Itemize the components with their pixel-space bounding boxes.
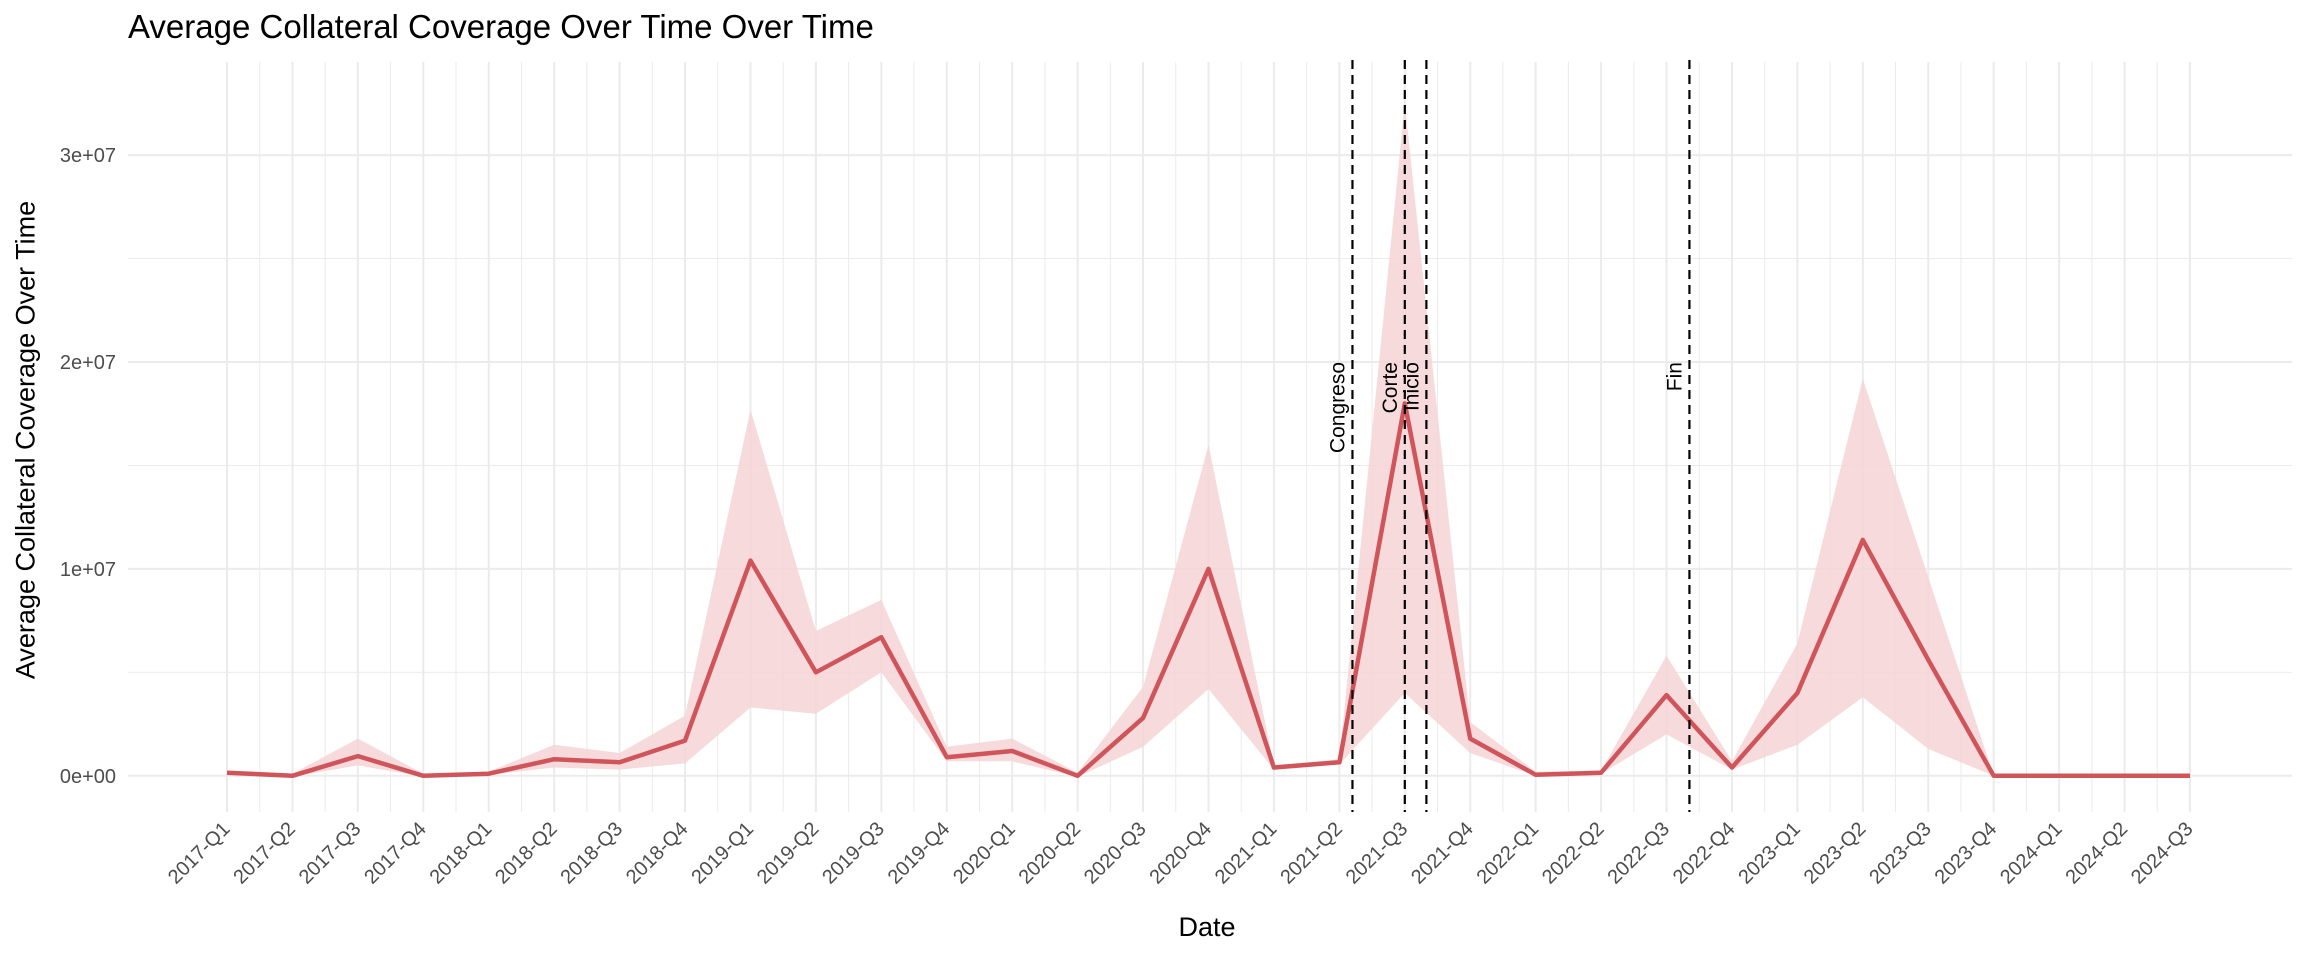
x-tick-label: 2023-Q1 xyxy=(1734,818,1805,889)
x-tick-label: 2018-Q4 xyxy=(622,818,693,889)
x-tick-label: 2024-Q2 xyxy=(2062,818,2133,889)
x-tick-label: 2021-Q2 xyxy=(1276,818,1347,889)
y-tick-label: 3e+07 xyxy=(60,145,116,167)
x-tick-label: 2017-Q3 xyxy=(295,818,366,889)
y-tick-label: 2e+07 xyxy=(60,352,116,374)
x-tick-label: 2020-Q3 xyxy=(1080,818,1151,889)
x-tick-label: 2020-Q4 xyxy=(1145,818,1216,889)
x-tick-label: 2017-Q4 xyxy=(360,818,431,889)
x-tick-label: 2024-Q3 xyxy=(2127,818,2198,889)
x-tick-label: 2023-Q4 xyxy=(1931,818,2002,889)
x-tick-label: 2021-Q3 xyxy=(1342,818,1413,889)
x-tick-label: 2017-Q1 xyxy=(164,818,235,889)
chart-title: Average Collateral Coverage Over Time Ov… xyxy=(128,8,874,45)
x-tick-label: 2017-Q2 xyxy=(229,818,300,889)
annotation-label: Congreso xyxy=(1326,362,1349,453)
x-axis-title: Date xyxy=(1178,912,1236,942)
x-tick-label: 2023-Q2 xyxy=(1800,818,1871,889)
x-tick-label: 2019-Q4 xyxy=(884,818,955,889)
x-tick-label: 2022-Q4 xyxy=(1669,818,1740,889)
confidence-band xyxy=(227,103,2190,777)
x-tick-label: 2019-Q1 xyxy=(687,818,758,889)
x-tick-label: 2023-Q3 xyxy=(1865,818,1936,889)
x-axis-ticks: 2017-Q12017-Q22017-Q32017-Q42018-Q12018-… xyxy=(164,818,2198,889)
annotation-label: Corte xyxy=(1379,362,1402,413)
x-tick-label: 2021-Q1 xyxy=(1211,818,1282,889)
y-tick-label: 1e+07 xyxy=(60,559,116,581)
y-axis-ticks: 0e+00 1e+07 2e+07 3e+07 xyxy=(60,145,116,788)
x-tick-label: 2020-Q2 xyxy=(1015,818,1086,889)
x-tick-label: 2018-Q2 xyxy=(491,818,562,889)
x-tick-label: 2024-Q1 xyxy=(1996,818,2067,889)
x-tick-label: 2019-Q3 xyxy=(818,818,889,889)
x-tick-label: 2018-Q1 xyxy=(426,818,497,889)
x-tick-label: 2022-Q2 xyxy=(1538,818,1609,889)
y-axis-title: Average Collateral Coverage Over Time xyxy=(10,200,41,680)
confidence-band-area xyxy=(227,103,2190,777)
annotation-label: Fin xyxy=(1663,362,1686,391)
y-tick-label: 0e+00 xyxy=(60,766,116,788)
x-tick-label: 2022-Q1 xyxy=(1473,818,1544,889)
x-tick-label: 2019-Q2 xyxy=(753,818,824,889)
x-tick-label: 2020-Q1 xyxy=(949,818,1020,889)
x-tick-label: 2022-Q3 xyxy=(1603,818,1674,889)
x-tick-label: 2021-Q4 xyxy=(1407,818,1478,889)
annotation-label: Inicio xyxy=(1400,362,1423,411)
x-tick-label: 2018-Q3 xyxy=(557,818,628,889)
series-line xyxy=(226,401,2191,779)
